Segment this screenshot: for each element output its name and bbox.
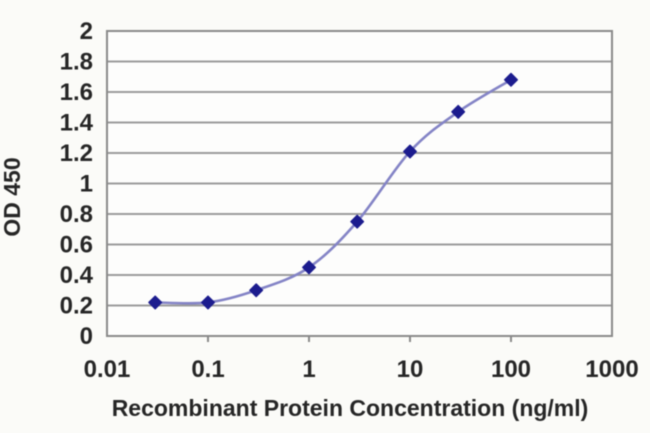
x-tick-label: 100 bbox=[491, 356, 531, 383]
y-tick-label: 0.8 bbox=[60, 201, 93, 228]
y-tick-label: 0.2 bbox=[60, 293, 93, 320]
y-tick-label: 1.4 bbox=[60, 110, 94, 137]
y-tick-label: 1.8 bbox=[60, 49, 93, 76]
data-point-marker bbox=[148, 295, 163, 310]
x-tick-label: 0.01 bbox=[84, 356, 131, 383]
x-tick-label: 1 bbox=[302, 356, 315, 383]
plot-border bbox=[106, 30, 613, 337]
x-tick-label: 1000 bbox=[585, 356, 638, 383]
y-tick-label: 1 bbox=[80, 171, 93, 198]
data-point-marker bbox=[249, 283, 264, 298]
y-axis-title: OD 450 bbox=[0, 157, 25, 236]
y-tick-label: 0.4 bbox=[60, 262, 94, 289]
data-point-marker bbox=[350, 214, 365, 229]
data-point-marker bbox=[504, 72, 518, 87]
x-tick-label: 0.1 bbox=[191, 356, 224, 383]
data-point-marker bbox=[403, 144, 417, 159]
series-line bbox=[155, 78, 512, 305]
y-tick-label: 1.6 bbox=[60, 79, 93, 106]
y-tick-label: 0 bbox=[80, 323, 93, 350]
x-axis-title: Recombinant Protein Concentration (ng/ml… bbox=[112, 395, 589, 421]
y-tick-label: 1.2 bbox=[60, 140, 93, 167]
data-point-marker bbox=[302, 260, 316, 275]
y-tick-label: 0.6 bbox=[60, 232, 93, 259]
data-point-marker bbox=[451, 104, 466, 119]
y-tick-label: 2 bbox=[80, 18, 93, 45]
data-point-marker bbox=[201, 295, 215, 310]
x-tick-label: 10 bbox=[397, 356, 424, 383]
